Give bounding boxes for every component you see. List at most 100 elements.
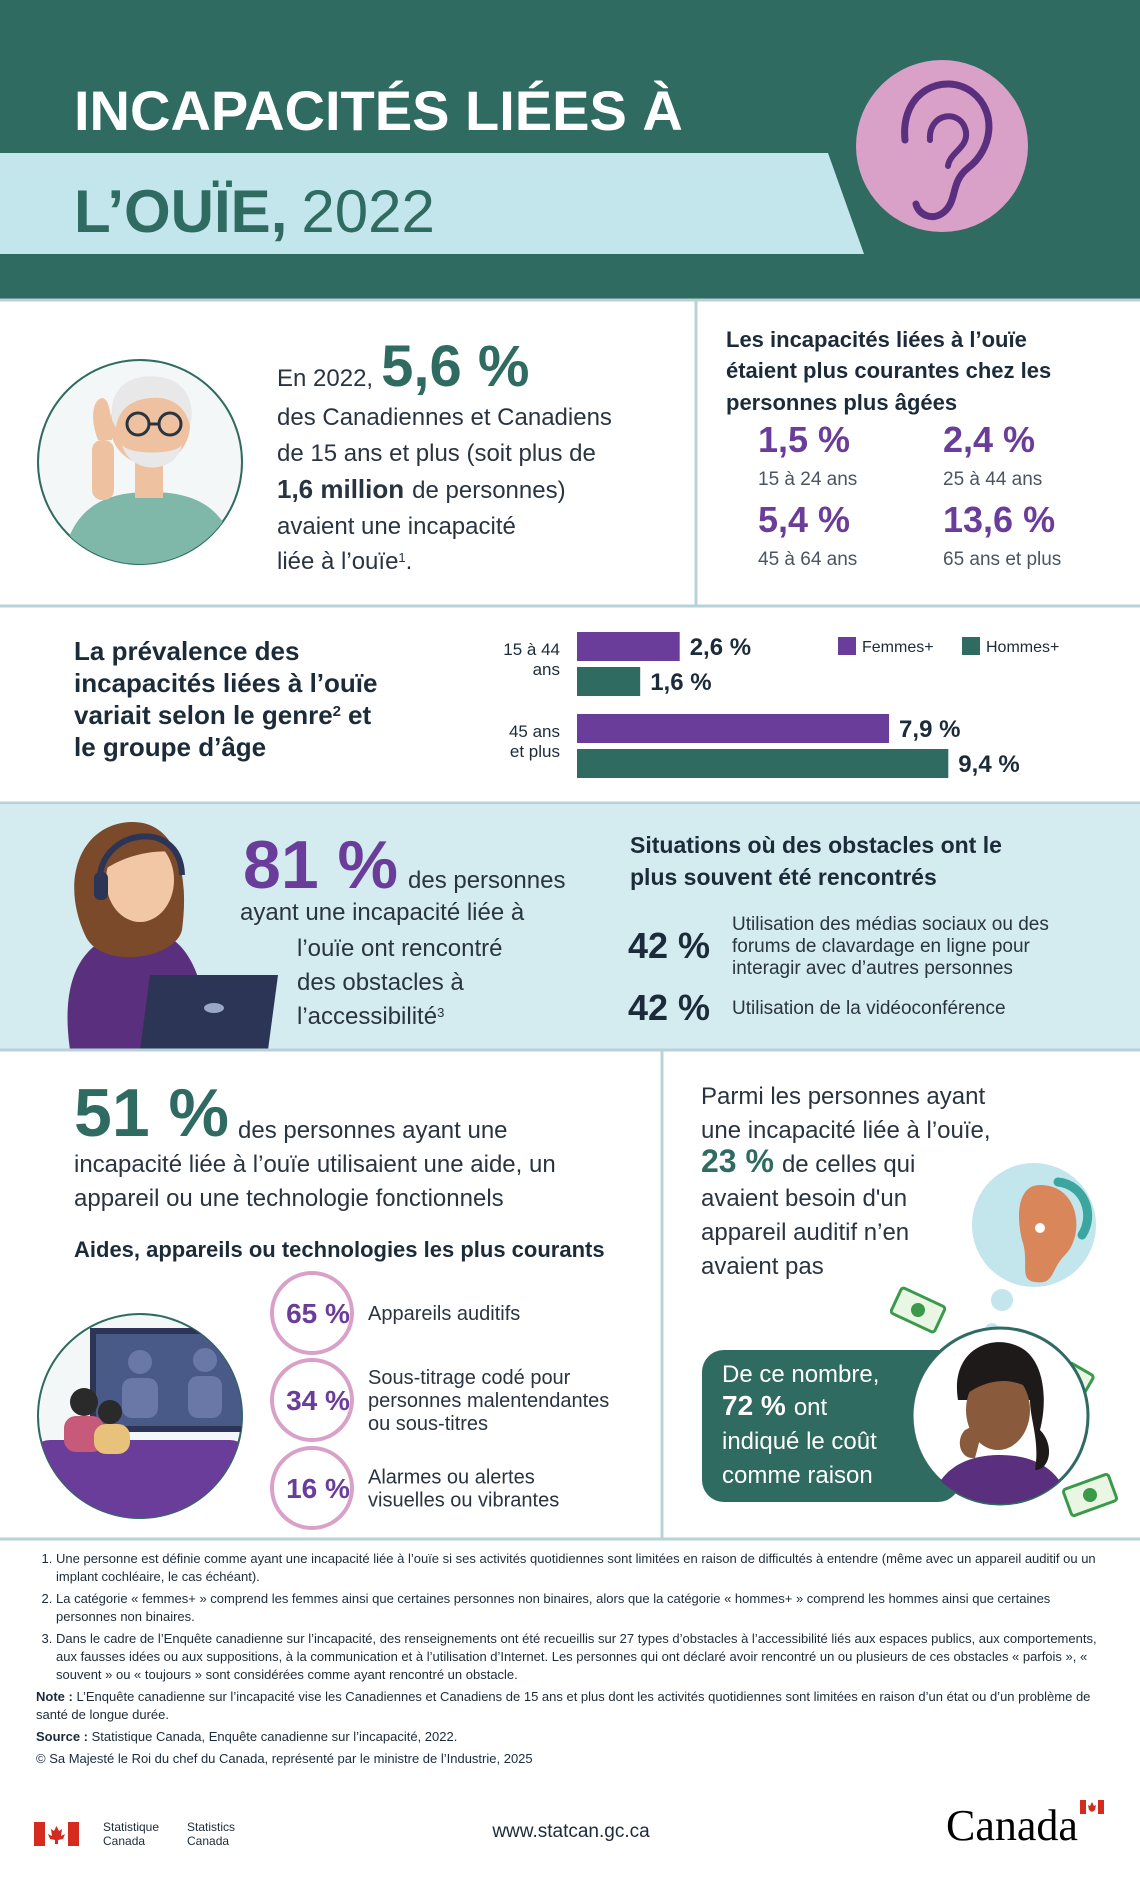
barriers-line: l’ouïe ont rencontré — [297, 935, 502, 962]
need-line: appareil auditif n’en — [701, 1219, 909, 1246]
copyright: © Sa Majesté le Roi du chef du Canada, r… — [36, 1751, 533, 1766]
aid-ring — [270, 1358, 354, 1442]
aids-stat: 51 % — [74, 1075, 229, 1151]
cost-line: indiqué le coût — [722, 1428, 877, 1455]
canada-flag — [34, 1822, 79, 1846]
thought-bubble — [972, 1163, 1096, 1337]
barriers-line: ayant une incapacité liée à — [240, 899, 525, 926]
age-label: 65 ans et plus — [943, 549, 1061, 570]
barriers-line: des personnes — [408, 867, 565, 894]
age-value: 5,4 % — [758, 499, 850, 540]
age-title: personnes plus âgées — [726, 390, 957, 415]
footer-en: Statistics — [187, 1820, 235, 1834]
gender-title: incapacités liées à l’ouïe — [74, 668, 377, 698]
cost-line: De ce nombre, — [722, 1361, 879, 1388]
aid-text: Sous-titrage codé pour — [368, 1367, 571, 1389]
group-label: et plus — [510, 742, 560, 761]
age-value: 13,6 % — [943, 499, 1055, 540]
bar — [577, 749, 949, 778]
cost-box — [702, 1350, 960, 1502]
aid-ring — [270, 1271, 354, 1355]
aid-value: 65 % — [286, 1298, 350, 1329]
aids-line: des personnes ayant une — [238, 1117, 508, 1144]
age-title: étaient plus courantes chez les — [726, 358, 1051, 383]
header-band — [0, 153, 864, 254]
barriers-title: plus souvent été rencontrés — [630, 864, 937, 890]
cost-line: 72 % ont — [722, 1390, 828, 1421]
legend-label: Femmes+ — [862, 639, 934, 656]
age-value: 1,5 % — [758, 419, 850, 460]
legend-label: Hommes+ — [986, 639, 1059, 656]
title-line2: L’OUÏE, 2022 — [74, 178, 435, 245]
aid-text: personnes malentendantes — [368, 1390, 609, 1412]
footnote: La catégorie « femmes+ » comprend les fe… — [56, 1590, 1106, 1626]
age-label: 15 à 24 ans — [758, 469, 857, 490]
bar-label: 9,4 % — [958, 751, 1019, 778]
aids-line: incapacité liée à l’ouïe utilisaient une… — [74, 1151, 556, 1178]
footnotes: Une personne est définie comme ayant une… — [36, 1550, 1106, 1772]
intro-line: 1,6 million de personnes) — [277, 474, 566, 504]
footnote-list: Une personne est définie comme ayant une… — [36, 1550, 1106, 1684]
note: Note : L’Enquête canadienne sur l’incapa… — [36, 1689, 1091, 1722]
barrier-text: Utilisation de la vidéoconférence — [732, 998, 1006, 1019]
intro-line: En 2022, 5,6 % — [277, 334, 529, 399]
bar-label: 1,6 % — [650, 669, 711, 696]
barrier-text: Utilisation des médias sociaux ou des — [732, 914, 1049, 935]
barriers-title: Situations où des obstacles ont le — [630, 832, 1002, 858]
title-line1: INCAPACITÉS LIÉES À — [74, 79, 683, 142]
need-line: une incapacité liée à l’ouïe, — [701, 1117, 991, 1144]
barriers-line: des obstacles à — [297, 969, 464, 996]
age-value: 2,4 % — [943, 419, 1035, 460]
need-line: avaient besoin d'un — [701, 1185, 907, 1212]
group-label: 45 ans — [509, 722, 560, 741]
gender-title: La prévalence des — [74, 636, 299, 666]
bar — [577, 667, 641, 696]
aid-text: ou sous-titres — [368, 1413, 488, 1435]
age-label: 25 à 44 ans — [943, 469, 1042, 490]
aid-text: Alarmes ou alertes — [368, 1467, 535, 1489]
aids-subtitle: Aides, appareils ou technologies les plu… — [74, 1237, 605, 1262]
source: Source : Statistique Canada, Enquête can… — [36, 1729, 458, 1744]
illustration-tv — [37, 1313, 243, 1519]
need-line: Parmi les personnes ayant — [701, 1083, 985, 1110]
footer-en: Canada — [187, 1834, 229, 1848]
bar — [577, 632, 680, 661]
footnote: Dans le cadre de l’Enquête canadienne su… — [56, 1630, 1106, 1684]
barriers-line: l’accessibilité3 — [297, 1003, 444, 1030]
gender-title: variait selon le genre2 et — [74, 700, 371, 730]
bar — [577, 714, 890, 743]
barrier-items: 42 % Utilisation des médias sociaux ou de… — [628, 914, 1049, 1028]
wordmark-flag — [1080, 1800, 1104, 1814]
footer-fr: Canada — [103, 1834, 145, 1848]
bar-label: 2,6 % — [690, 634, 751, 661]
intro-line: de 15 ans et plus (soit plus de — [277, 440, 596, 467]
barrier-value: 42 % — [628, 987, 710, 1028]
barrier-value: 42 % — [628, 925, 710, 966]
age-label: 45 à 64 ans — [758, 549, 857, 570]
intro-line: liée à l’ouïe1. — [277, 548, 412, 575]
aid-value: 16 % — [286, 1473, 350, 1504]
aid-text: visuelles ou vibrantes — [368, 1490, 559, 1512]
age-groups: 1,5 % 15 à 24 ans 2,4 % 25 à 44 ans 5,4 % 45 … — [758, 419, 1061, 570]
gender-title: le groupe d’âge — [74, 732, 266, 762]
canada-wordmark: Canada — [946, 1801, 1078, 1850]
footer-url: www.statcan.gc.ca — [491, 1821, 650, 1842]
cost-line: comme raison — [722, 1462, 873, 1489]
intro-line: avaient une incapacité — [277, 513, 516, 540]
illustration-woman-headset — [67, 821, 278, 1050]
aids-line: appareil ou une technologie fonctionnels — [74, 1185, 504, 1212]
illustration-man — [37, 359, 243, 565]
aid-ring — [270, 1446, 354, 1530]
ear-icon — [856, 60, 1028, 232]
legend-swatch — [838, 637, 856, 655]
footnote: Une personne est définie comme ayant une… — [56, 1550, 1106, 1586]
aid-value: 34 % — [286, 1385, 350, 1416]
group-label: 15 à 44 — [503, 640, 560, 659]
barrier-text: forums de clavardage en ligne pour — [732, 936, 1031, 957]
aid-items: 65 % Appareils auditifs 34 % Sous-titrage c… — [270, 1271, 609, 1530]
need-line: 23 % de celles qui — [701, 1143, 915, 1179]
intro-line: des Canadiennes et Canadiens — [277, 404, 612, 431]
footer-fr: Statistique — [103, 1820, 159, 1834]
